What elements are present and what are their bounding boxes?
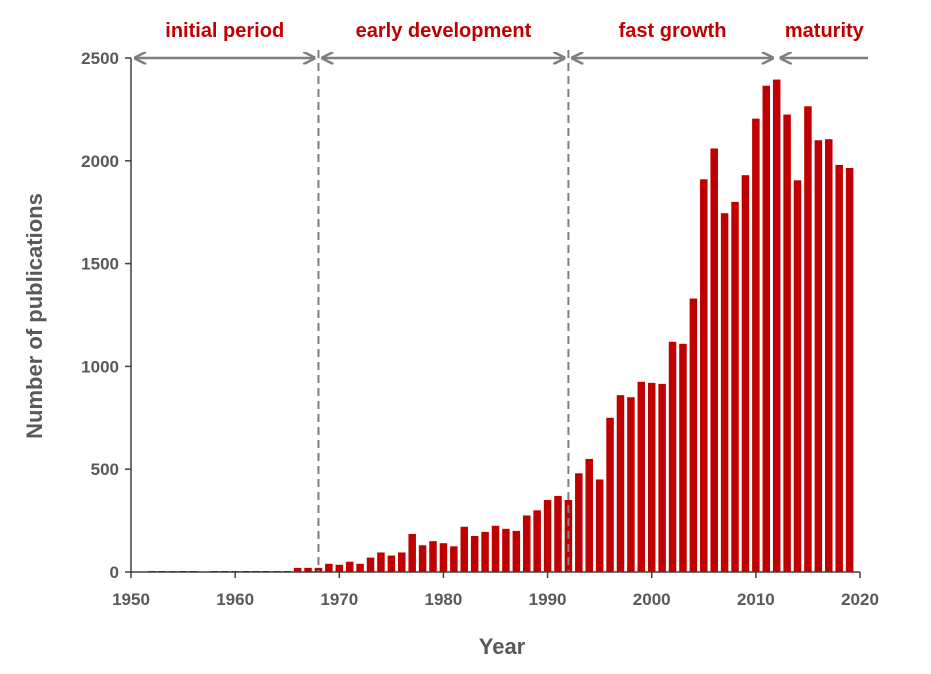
period-label-2: fast growth — [619, 20, 727, 42]
bar-2001 — [658, 383, 666, 572]
bar-1972 — [356, 563, 364, 572]
bar-1982 — [460, 526, 469, 572]
bar-1989 — [533, 510, 541, 572]
bar-1996 — [606, 417, 614, 572]
period-label-1: early development — [356, 20, 532, 42]
bar-1997 — [616, 395, 625, 572]
bar-1971 — [345, 561, 354, 572]
bar-1999 — [637, 381, 646, 572]
y-tick-label-500: 500 — [91, 460, 119, 479]
bar-2008 — [731, 201, 739, 573]
bar-2010 — [752, 118, 760, 572]
y-axis-title: Number of publications — [22, 193, 47, 439]
x-tick-label-1960: 1960 — [216, 590, 254, 609]
bar-2006 — [710, 148, 718, 573]
bar-1991 — [554, 495, 562, 572]
bar-2003 — [679, 343, 687, 572]
y-tick-label-1000: 1000 — [81, 357, 119, 376]
period-label-3: maturity — [785, 20, 865, 42]
bar-1978 — [418, 545, 427, 572]
bar-2005 — [700, 179, 708, 572]
bar-1980 — [439, 543, 448, 572]
period-dividers — [317, 50, 570, 572]
axes — [125, 57, 861, 578]
y-tick-label-2500: 2500 — [81, 49, 119, 68]
x-tick-label-1980: 1980 — [425, 590, 463, 609]
bar-2002 — [668, 341, 677, 572]
y-tick-label-2000: 2000 — [81, 152, 119, 171]
bar-1981 — [450, 546, 458, 572]
bar-2009 — [741, 175, 750, 572]
bar-1993 — [575, 473, 583, 572]
x-tick-label-1970: 1970 — [320, 590, 358, 609]
bar-1987 — [512, 530, 521, 572]
bar-2011 — [762, 85, 771, 573]
bar-2014 — [793, 180, 802, 572]
bar-1975 — [387, 555, 396, 572]
bar-1995 — [595, 479, 604, 572]
bar-2019 — [845, 167, 854, 572]
bar-2018 — [835, 164, 843, 573]
bar-2015 — [804, 106, 812, 572]
x-axis-title: Year — [479, 634, 526, 659]
y-tick-label-1500: 1500 — [81, 255, 119, 274]
period-annotations: initial period early development fast grow… — [135, 20, 868, 58]
bar-1988 — [522, 515, 531, 572]
bar-1970 — [335, 564, 344, 572]
bar-1977 — [408, 533, 416, 572]
x-tick-label-2000: 2000 — [633, 590, 671, 609]
x-tick-labels: 1950 1960 1970 1980 1990 2000 2010 2020 — [112, 590, 879, 609]
bar-1976 — [398, 552, 406, 572]
bar-1968 — [314, 567, 323, 572]
x-tick-label-1990: 1990 — [529, 590, 567, 609]
bar-2000 — [647, 382, 656, 572]
bar-1979 — [429, 541, 437, 572]
bar-1973 — [366, 557, 375, 572]
x-tick-label-1950: 1950 — [112, 590, 150, 609]
bar-2016 — [814, 140, 823, 573]
bar-2012 — [772, 79, 781, 572]
bar-1974 — [377, 552, 385, 572]
period-label-0: initial period — [165, 20, 284, 42]
bar-1986 — [502, 528, 510, 572]
y-tick-label-0: 0 — [110, 563, 119, 582]
bar-1967 — [304, 567, 312, 572]
bar-2017 — [825, 139, 833, 572]
bars — [148, 79, 854, 573]
bar-1994 — [585, 458, 593, 572]
bar-1983 — [470, 536, 479, 572]
bar-1985 — [491, 525, 500, 572]
bar-2013 — [783, 114, 791, 572]
y-tick-labels: 0 500 1000 1500 2000 2500 — [81, 49, 119, 582]
x-tick-label-2010: 2010 — [737, 590, 775, 609]
bar-1984 — [481, 531, 489, 572]
bar-1966 — [293, 567, 302, 572]
x-tick-label-2020: 2020 — [841, 590, 879, 609]
bar-1998 — [627, 397, 635, 572]
bar-2007 — [720, 213, 729, 572]
bar-1990 — [543, 500, 552, 572]
bar-1969 — [325, 563, 333, 572]
bar-2004 — [689, 298, 698, 572]
